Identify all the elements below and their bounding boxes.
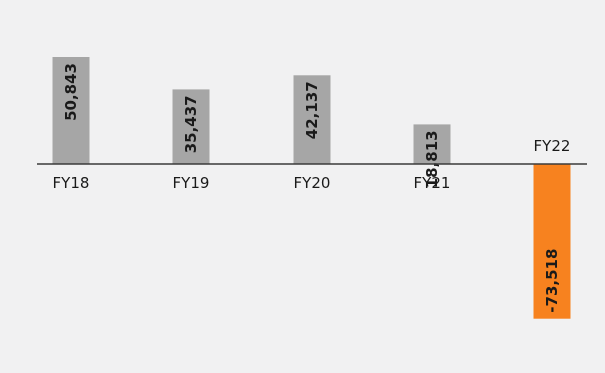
category-label-fy19: FY19 <box>173 174 210 192</box>
category-label-fy22: FY22 <box>534 137 571 155</box>
value-label-fy22: -73,518 <box>543 249 561 313</box>
bar-fy20 <box>293 75 331 164</box>
category-label-fy20: FY20 <box>294 174 331 192</box>
bar-fy22 <box>533 164 571 319</box>
value-label-fy19: 35,437 <box>182 95 200 153</box>
value-label-fy21: 18,813 <box>423 130 441 188</box>
value-label-fy18: 50,843 <box>62 63 80 121</box>
category-label-fy21: FY21 <box>414 174 451 192</box>
bar-fy18 <box>52 57 90 164</box>
bar-fy21 <box>413 124 451 164</box>
category-label-fy18: FY18 <box>53 174 90 192</box>
value-label-fy20: 42,137 <box>303 81 321 139</box>
bar-fy19 <box>172 89 210 164</box>
